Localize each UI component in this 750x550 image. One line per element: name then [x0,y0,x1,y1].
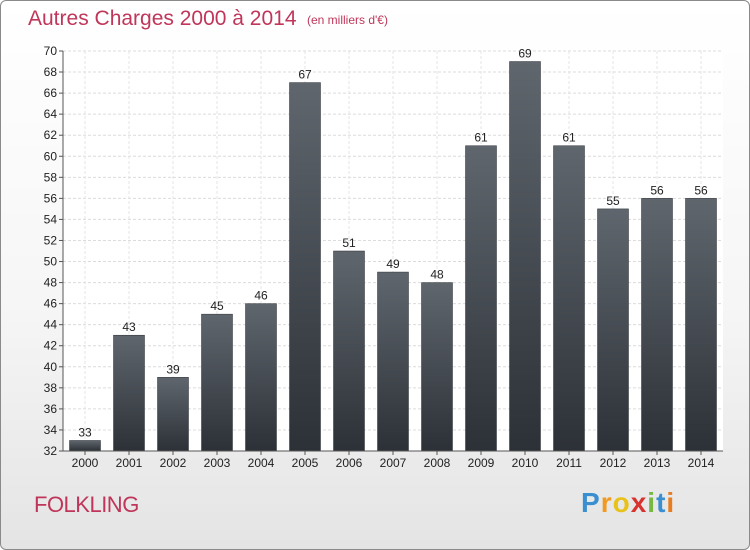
y-tick-label: 46 [44,297,58,311]
x-tick-label: 2000 [72,456,99,470]
proxiti-logo: Proxiti [581,487,675,519]
data-label-2007: 49 [386,257,400,271]
x-tick-label: 2005 [292,456,319,470]
y-tick-label: 52 [44,233,58,247]
x-tick-label: 2010 [512,456,539,470]
x-tick-label: 2002 [160,456,187,470]
y-tick-label: 40 [44,360,58,374]
y-tick-label: 50 [44,255,58,269]
logo-letter: r [600,487,613,518]
bar-2012 [597,208,629,452]
location-name: FOLKLING [34,492,139,517]
x-tick-label: 2003 [204,456,231,470]
chart-title: Autres Charges 2000 à 2014 [28,7,297,30]
logo-letter: P [581,487,601,518]
data-label-2005: 67 [298,68,312,82]
bar-2014 [685,198,717,452]
x-tick-label: 2013 [644,456,671,470]
data-label-2003: 45 [210,299,224,313]
y-tick-label: 32 [44,444,58,458]
x-tick-label: 2006 [336,456,363,470]
y-tick-label: 42 [44,339,58,353]
y-tick-label: 36 [44,402,58,416]
data-label-2002: 39 [166,362,180,376]
y-tick-label: 56 [44,191,58,205]
data-label-2000: 33 [78,425,92,439]
y-tick-label: 38 [44,381,58,395]
logo-letter: i [647,487,657,518]
y-tick-label: 68 [44,65,58,79]
bar-2007 [377,271,409,452]
bar-2000 [69,440,101,452]
bar-2003 [201,313,233,452]
bar-2008 [421,282,453,452]
x-tick-label: 2008 [424,456,451,470]
x-tick-label: 2001 [116,456,143,470]
x-tick-label: 2007 [380,456,407,470]
chart-subtitle: (en milliers d'€) [307,13,388,27]
data-label-2001: 43 [122,320,136,334]
x-tick-label: 2014 [688,456,715,470]
bar-2011 [553,145,585,452]
y-tick-label: 34 [44,423,58,437]
bar-2009 [465,145,497,452]
x-tick-label: 2009 [468,456,495,470]
data-label-2014: 56 [694,183,708,197]
y-tick-label: 58 [44,170,58,184]
data-label-2012: 55 [606,194,620,208]
bar-2001 [113,334,145,452]
x-tick-label: 2004 [248,456,275,470]
x-tick-label: 2012 [600,456,627,470]
y-tick-label: 62 [44,128,58,142]
logo-letter: x [630,487,648,518]
data-label-2008: 48 [430,268,444,282]
data-label-2011: 61 [562,131,576,145]
bar-2004 [245,303,277,452]
data-label-2004: 46 [254,289,268,303]
bar-2005 [289,82,321,452]
y-tick-label: 54 [44,212,58,226]
bar-2002 [157,377,189,452]
y-tick-label: 64 [44,107,58,121]
logo-letter: o [612,487,631,518]
y-tick-label: 66 [44,86,58,100]
x-tick-label: 2011 [556,456,582,470]
y-tick-label: 70 [44,44,58,58]
y-tick-label: 48 [44,276,58,290]
data-label-2010: 69 [518,47,532,61]
bar-2013 [641,198,673,452]
bar-2006 [333,250,365,452]
y-tick-label: 44 [44,318,58,332]
data-label-2009: 61 [474,131,488,145]
data-label-2013: 56 [650,183,664,197]
data-label-2006: 51 [342,236,356,250]
logo-letter: t [656,487,667,518]
logo-letter: i [666,487,676,518]
bar-2010 [509,61,541,452]
y-tick-label: 60 [44,149,58,163]
